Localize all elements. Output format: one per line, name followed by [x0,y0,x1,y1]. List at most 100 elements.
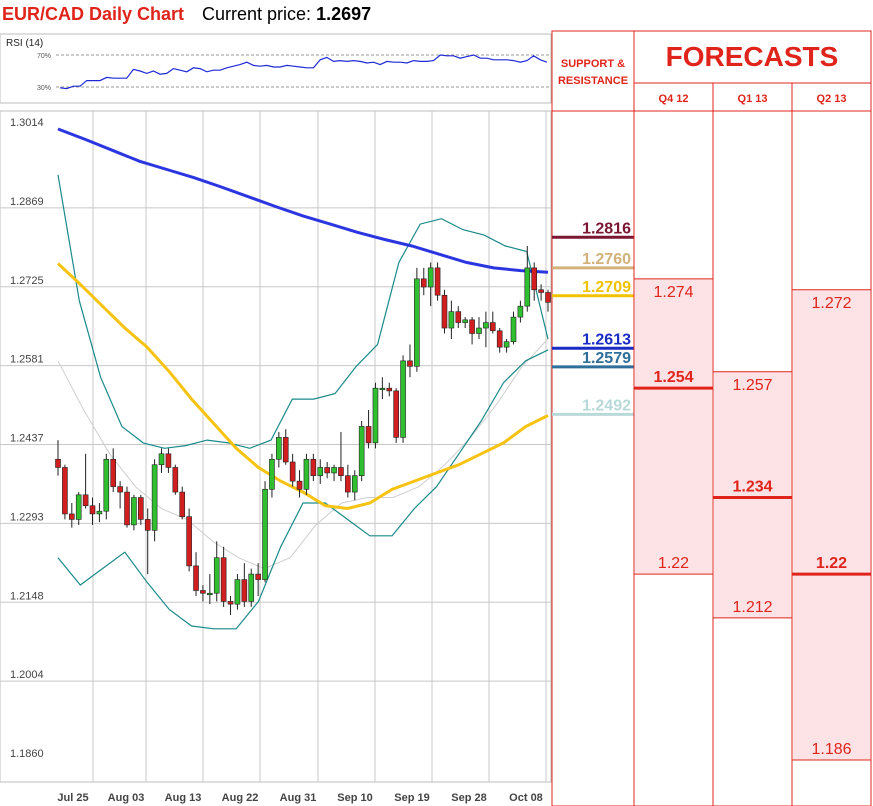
sr-level-label: 1.2760 [582,251,631,268]
candle-body [138,497,144,520]
candle-body [131,497,137,526]
y-tick-label: 1.2293 [10,511,44,523]
ma50-line [56,262,549,511]
forecasts-panel: FORECASTS Q4 12 1.274 1.254 1.22 Q1 13 1.257 1.… [633,30,872,806]
candle-body [186,516,192,567]
rsi-level-30-label: 30% [37,85,51,92]
x-tick-label: Sep 28 [451,792,486,804]
bollinger-lower-line [57,349,549,630]
candle-body [324,467,330,474]
candle-body [427,267,434,288]
candle-body [303,458,310,490]
rsi-label: RSI (14) [6,38,43,49]
candle-body [448,311,455,329]
candle-body [269,458,275,490]
candle-body [207,592,213,596]
candle-body [55,458,61,468]
support-resistance-panel: SUPPORT & RESISTANCE 1.2816 1.2760 1.2709 1.2… [551,30,635,806]
candle-body [96,510,103,515]
y-tick-label: 1.3014 [10,117,44,129]
candle-body [89,505,96,515]
candle-body [296,480,303,490]
forecast-mid-value: 1.234 [732,479,772,496]
forecast-high-value: 1.274 [653,284,693,301]
candle-body [255,573,261,580]
forecast-quarter-label: Q4 12 [659,93,689,105]
candle-body [483,322,489,329]
current-price-value: 1.2697 [316,4,372,24]
candle-body [151,464,158,531]
candle-body [400,360,406,438]
candle-body [345,475,351,493]
sr-level-label: 1.2579 [582,350,631,367]
candle-body [69,513,75,520]
candle-body [220,557,227,602]
candle-body [393,390,399,438]
candle-body [317,467,324,476]
rsi-level-70-label: 70% [37,53,51,60]
candle-body [379,387,386,390]
candle-body [144,519,151,531]
price-panel: 1.3014 1.2869 1.2725 1.2581 1.2437 1.2293 1.21… [0,110,552,804]
chart-header: EUR/CAD Daily Chart Current price: 1.269… [0,0,873,30]
current-price: Current price: 1.2697 [202,4,371,25]
candle-body [331,467,337,474]
candle-body [358,426,365,476]
candle-body [496,330,503,348]
forecast-mid-value: 1.254 [653,369,693,386]
candle-body [158,453,165,466]
y-tick-label: 1.1860 [10,748,44,760]
forecast-high-value: 1.257 [732,377,772,394]
candle-body [310,458,317,476]
x-tick-label: Aug 31 [280,792,317,804]
y-tick-label: 1.2869 [10,196,44,208]
candle-body [282,437,289,463]
forecasts-frame [633,30,872,806]
sr-level-label: 1.2492 [582,397,631,414]
candle-body [179,491,186,517]
candle-body [62,467,68,515]
chart-title: EUR/CAD Daily Chart [2,4,185,24]
sr-level-label: 1.2709 [582,279,631,296]
candle-body [407,360,413,367]
candle-body [351,475,358,493]
forecast-low-value: 1.186 [811,741,851,758]
sr-level-label: 1.2613 [582,331,631,348]
forecast-range-band [793,289,870,760]
candle-body [124,491,130,526]
candle-body [545,292,551,303]
candle-body [365,426,372,444]
candle-body [172,467,179,493]
sr-level-label: 1.2816 [582,220,631,237]
candle-body [213,557,220,594]
forecast-range-band [714,371,791,618]
candle-body [441,294,448,329]
candle-body [75,494,82,520]
candle-body [372,387,379,444]
candle-body [117,486,123,493]
candle-body [476,327,482,334]
candle-body [234,579,241,605]
candle-body [276,437,282,460]
y-tick-label: 1.2581 [10,354,44,366]
x-tick-label: Jul 25 [57,792,88,804]
price-frame [0,110,552,783]
forecast-quarter-label: Q1 13 [738,93,768,105]
rsi-frame [0,33,552,104]
candle-body [103,458,110,512]
candle-body [455,311,462,323]
forecast-range-band [635,278,712,575]
rsi-panel: RSI (14) 70% 30% [0,33,552,104]
candle-body [262,489,268,580]
sr-column-frame [551,30,635,806]
candle-body [241,579,248,602]
candle-body [524,267,531,307]
bollinger-upper-line [57,174,549,449]
candle-body [227,601,234,605]
x-tick-label: Aug 22 [222,792,259,804]
x-tick-label: Sep 19 [394,792,429,804]
x-tick-label: Aug 13 [165,792,202,804]
candle-body [414,278,420,367]
